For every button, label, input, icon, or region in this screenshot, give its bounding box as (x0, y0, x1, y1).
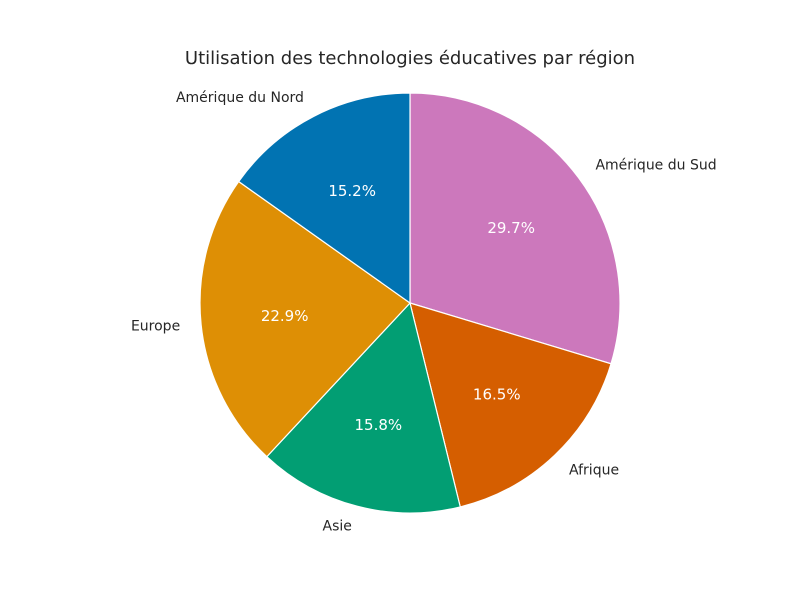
slice-label-europe: Europe (131, 319, 180, 335)
pie-slice-asie (265, 301, 461, 514)
slice-label-amerique-du-sud: Amérique du Sud (595, 157, 716, 173)
slice-label-amerique-du-nord: Amérique du Nord (176, 90, 304, 106)
slice-label-asie: Asie (323, 519, 352, 535)
pct-label-afrique: 16.5% (473, 385, 521, 403)
chart-title: Utilisation des technologies éducatives … (185, 48, 635, 69)
pie-slice-europe (199, 180, 411, 458)
percentage-labels: 29.7% 16.5% 15.8% 22.9% 15.2% (261, 182, 535, 434)
slice-labels: Amérique du Sud Afrique Asie Europe Amérique… (131, 90, 717, 535)
pie-slices (199, 92, 621, 514)
pie-slice-afrique (409, 302, 612, 508)
pct-label-asie: 15.8% (354, 416, 402, 434)
pct-label-amerique-du-sud: 29.7% (487, 219, 535, 237)
pct-label-europe: 22.9% (261, 307, 309, 325)
pie-slice-amerique-du-sud (409, 92, 621, 365)
pie-slice-amerique-du-nord (237, 92, 411, 305)
pct-label-amerique-du-nord: 15.2% (328, 182, 376, 200)
slice-label-afrique: Afrique (569, 463, 619, 479)
